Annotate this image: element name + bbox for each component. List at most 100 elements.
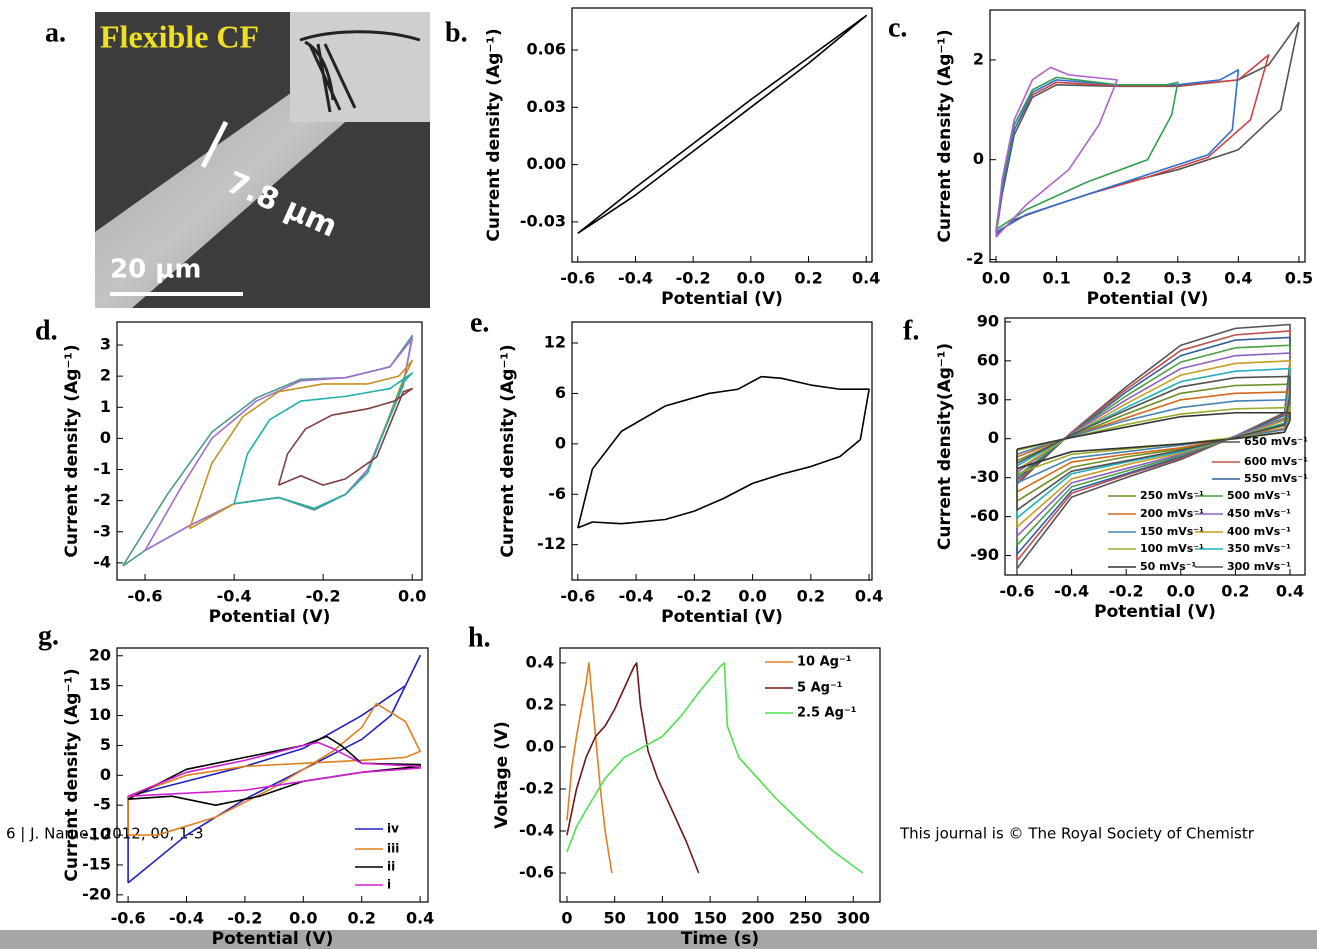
y-tick-label: -1 [93,459,111,478]
y-tick-label: 0.06 [527,40,566,59]
y-axis-label: Current density (Ag⁻¹) [62,344,82,557]
data-line [277,387,413,486]
x-tick-label: 200 [741,909,774,928]
plot-area [127,654,421,884]
plot-area [122,334,413,567]
x-tick-label: -0.6 [560,269,595,288]
legend-label: 100 mVs⁻¹ [1140,542,1204,555]
plot-frame [559,647,881,903]
legend-label: 400 mVs⁻¹ [1227,525,1291,538]
y-tick-label: 0.2 [526,694,554,713]
chart: -0.6 -0.4 -0.2 0.0 0.2 0.4 -0.03 0.00 0.03 0.06 Po… [484,7,880,309]
y-tick-label: -60 [970,506,999,525]
x-tick-label: 0.1 [1042,269,1070,288]
x-tick-label: 0.0 [398,587,426,606]
y-tick-label: 60 [977,350,999,369]
legend-label: 200 mVs⁻¹ [1140,507,1204,520]
plot-frame [116,647,429,903]
y-tick-label: 0 [973,149,984,168]
x-axis-label: Potential (V) [1094,602,1216,622]
plot-frame [571,321,873,581]
x-tick-label: -0.2 [227,909,262,928]
y-axis-label: Current density (Ag⁻¹) [62,668,82,881]
scale-bar-label: 20 μm [110,255,201,285]
x-tick-label: -0.4 [619,587,654,606]
y-axis-label: Current density(Ag⁻¹) [935,343,955,550]
y-tick-label: -2 [966,249,984,268]
panel-label: b. [445,17,468,48]
x-axis-label: Time (s) [681,929,759,949]
x-tick-label: 0 [561,909,572,928]
legend-label: 300 mVs⁻¹ [1227,560,1291,573]
y-tick-label: 0 [100,428,111,447]
y-tick-label: -5 [93,795,111,814]
legend-label: 650 mVs⁻¹ [1244,435,1308,448]
x-tick-label: 0.4 [855,587,883,606]
x-tick-label: 100 [646,909,679,928]
x-tick-label: 150 [693,909,726,928]
x-tick-label: 250 [789,909,822,928]
chart: -0.6 -0.4 -0.2 0.0 0.2 0.4 -90 -60 -30 0 30 60 90 Pot… [935,311,1308,622]
x-tick-label: 0.2 [1103,269,1131,288]
legend-label: iii [387,842,399,856]
y-tick-label: 0.4 [526,652,554,671]
x-tick-label: -0.2 [676,269,711,288]
data-line [233,372,413,510]
y-tick-label: 0.03 [527,97,566,116]
legend-label: 350 mVs⁻¹ [1227,542,1291,555]
legend-label: i [387,878,391,892]
plot-frame [1004,317,1306,576]
y-axis-label: Voltage (V) [492,721,512,829]
y-tick-label: 0 [555,433,566,452]
legend-label: 2.5 Ag⁻¹ [797,706,856,721]
x-axis-label: Potential (V) [212,929,334,949]
inset-photo [290,12,430,122]
data-line [127,735,421,806]
y-tick-label: 30 [977,389,999,408]
x-tick-label: -0.6 [111,909,146,928]
data-line [127,741,421,798]
x-tick-label: 50 [604,909,626,928]
plot-area [1016,323,1291,570]
legend-label: 5 Ag⁻¹ [797,681,843,696]
inset-fibers [299,30,421,113]
y-tick-label: 0.0 [526,736,554,755]
x-tick-label: 0.2 [794,269,822,288]
x-tick-label: 0.4 [1224,269,1252,288]
panel-labels: a. b. c. d. e. f. g. h. [35,12,919,653]
data-line [577,375,870,529]
x-tick-label: 0.4 [406,909,434,928]
data-line [566,662,864,874]
data-line [127,702,421,836]
x-tick-label: -0.2 [677,587,712,606]
charts: -0.6 -0.4 -0.2 0.0 0.2 0.4-0.030.000.030.06Po… [62,7,1313,949]
x-axis-label: Potential (V) [661,289,783,309]
y-tick-label: 90 [977,311,999,330]
legend-label: 250 mVs⁻¹ [1140,489,1204,502]
image-title: Flexible CF [100,18,259,54]
y-tick-label: 6 [555,383,566,402]
y-tick-label: 20 [89,645,111,664]
y-axis-label: Current density (Ag⁻¹) [935,29,955,242]
x-tick-label: 0.2 [797,587,825,606]
data-line [566,662,700,874]
x-axis-label: Potential (V) [1087,289,1209,309]
y-tick-label: 1 [100,397,111,416]
data-line [995,66,1119,238]
panel-label: g. [38,620,59,651]
legend-label: 50 mVs⁻¹ [1140,560,1196,573]
data-line [1016,398,1291,484]
data-line [122,334,413,567]
y-tick-label: -12 [537,534,566,553]
plot-frame [571,7,873,263]
data-line [144,338,413,552]
x-tick-label: 0.4 [852,269,880,288]
panel-label: d. [35,315,58,346]
y-tick-label: -2 [93,490,111,509]
chart: -0.6 -0.4 -0.2 0.0 0.2 0.4 -20 -15 -10 -5 0 5 10 15 20… [62,645,434,949]
data-line [577,14,868,235]
x-axis-label: Potential (V) [209,607,331,627]
legend-label: 600 mVs⁻¹ [1244,455,1308,468]
data-line [1016,411,1291,470]
